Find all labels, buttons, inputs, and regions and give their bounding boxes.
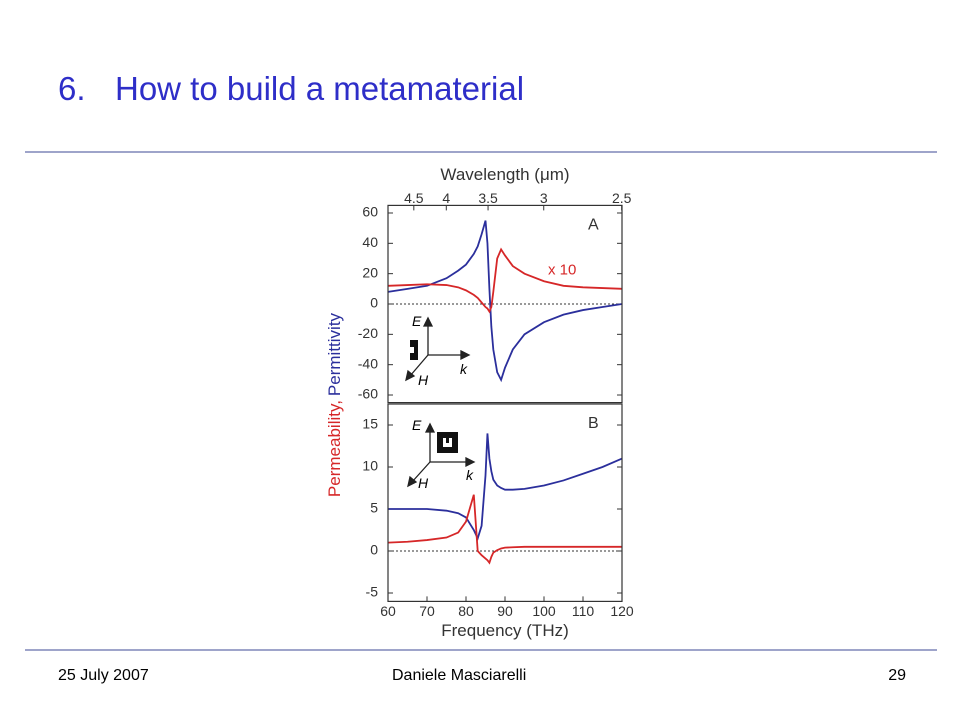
panel-label: B xyxy=(588,415,599,432)
y-tick-label: 60 xyxy=(362,204,378,220)
y-label-part: Permittivity xyxy=(325,312,344,396)
x-tick-label: 100 xyxy=(532,603,556,619)
y-tick-label: 10 xyxy=(362,458,378,474)
y-label-part: Permeability, xyxy=(325,400,344,497)
inset-label: E xyxy=(412,313,422,329)
x2-tick-label: 4.5 xyxy=(404,190,424,206)
x-tick-label: 90 xyxy=(497,603,513,619)
annotation: x 10 xyxy=(548,261,576,278)
data-line xyxy=(387,220,623,383)
y-tick-label: -60 xyxy=(358,386,378,402)
inset-label: H xyxy=(418,475,429,491)
x-tick-label: 80 xyxy=(458,603,474,619)
footer-page: 29 xyxy=(888,667,906,684)
inset-label: k xyxy=(460,361,468,377)
plot-frame xyxy=(387,403,623,602)
panel-label: A xyxy=(588,216,599,233)
y-tick-label: -40 xyxy=(358,355,378,371)
y-tick-label: -5 xyxy=(366,584,379,600)
data-line xyxy=(387,494,622,565)
inset-b xyxy=(407,422,476,488)
data-line xyxy=(388,433,623,541)
y-tick-label: 0 xyxy=(370,542,378,558)
inset-label: k xyxy=(466,467,474,483)
inset-a xyxy=(405,316,471,382)
footer-date: 25 July 2007 xyxy=(58,667,149,684)
x2-tick-label: 3.5 xyxy=(478,190,498,206)
slide-title: How to build a metamaterial xyxy=(115,70,524,107)
y-axis-label: Permeability, Permittivity xyxy=(325,312,344,497)
y-tick-label: -20 xyxy=(358,325,378,341)
inset-label: E xyxy=(412,417,422,433)
x-tick-label: 110 xyxy=(572,603,595,619)
inset-label: H xyxy=(418,372,429,388)
y-tick-label: 20 xyxy=(362,264,378,280)
x-tick-label: 120 xyxy=(610,603,634,619)
top-axis-label: Wavelength (μm) xyxy=(440,165,569,184)
plot-frame xyxy=(387,204,623,404)
x-axis-label: Frequency (THz) xyxy=(441,621,569,640)
y-tick-label: 40 xyxy=(362,234,378,250)
x2-tick-label: 3 xyxy=(540,190,548,206)
footer-author: Daniele Masciarelli xyxy=(392,667,526,684)
data-line xyxy=(387,247,623,314)
x2-tick-label: 4 xyxy=(442,190,450,206)
y-tick-label: 5 xyxy=(370,500,378,516)
slide-number: 6. xyxy=(58,70,86,107)
y-tick-label: 15 xyxy=(362,416,378,432)
y-tick-label: 0 xyxy=(370,295,378,311)
x-tick-label: 70 xyxy=(419,603,435,619)
x-tick-label: 60 xyxy=(380,603,396,619)
x2-tick-label: 2.5 xyxy=(612,190,632,206)
